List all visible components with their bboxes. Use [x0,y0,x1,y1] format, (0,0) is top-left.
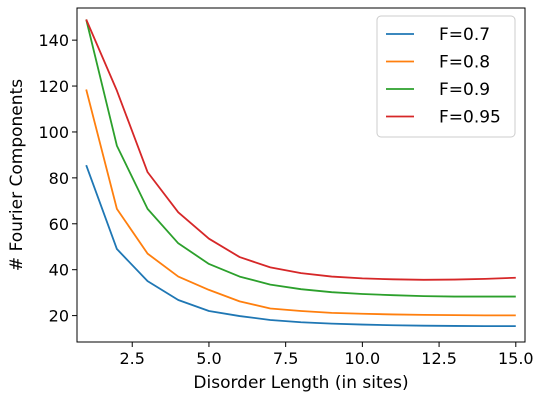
y-tick-label: 60 [49,215,69,234]
axes-frame [76,7,526,343]
series-line-3 [85,19,516,298]
y-tick-label: 80 [49,169,69,188]
x-tick-label: 5.0 [196,349,221,368]
legend-box [376,15,516,138]
legend-label: F=0.95 [439,108,501,128]
legend-label: F=0.9 [439,80,490,100]
x-axis-label: Disorder Length (in sites) [193,373,408,393]
series-line-1 [85,164,516,328]
legend-label: F=0.8 [439,53,490,73]
series-line-4 [85,19,516,281]
x-tick-label: 7.5 [273,349,298,368]
plot-area [85,19,516,328]
x-tick-label: 10.0 [345,349,381,368]
y-tick-label: 140 [38,31,69,50]
x-tick-label: 12.5 [421,349,457,368]
y-tick-label: 40 [49,261,69,280]
series-line-2 [85,89,516,317]
x-tick-label: 15.0 [498,349,533,368]
x-axis: 2.5 5.0 7.5 10.0 12.5 15.0 [120,342,533,368]
y-axis-label: # Fourier Components [7,79,27,271]
y-axis: 20 40 60 80 100 120 140 [38,31,77,326]
legend-label: F=0.7 [439,25,490,45]
x-tick-label: 2.5 [120,349,145,368]
y-tick-label: 120 [38,77,69,96]
legend: F=0.7 F=0.8 F=0.9 F=0.95 [376,15,516,138]
y-tick-label: 100 [38,123,69,142]
y-tick-label: 20 [49,307,69,326]
